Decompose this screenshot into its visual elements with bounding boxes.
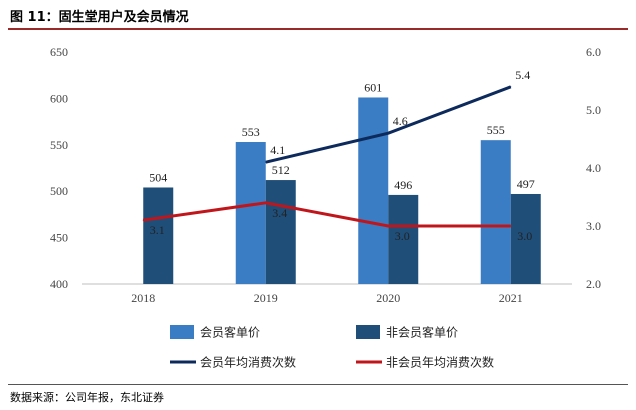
chart-svg: 400 450 500 550 600 650 2.0 3.0 4.0 5.0 6.0 2018 201… <box>50 45 601 370</box>
line-data-label: 3.4 <box>272 206 287 220</box>
x-tick-label: 2020 <box>376 291 400 305</box>
legend-label: 非会员客单价 <box>386 325 458 340</box>
bar-data-label: 497 <box>517 177 535 191</box>
bar <box>388 194 419 284</box>
bar-data-label: 496 <box>394 178 412 192</box>
legend-swatch <box>356 325 380 339</box>
y-tick-label-left: 500 <box>50 184 68 198</box>
legend-label: 会员客单价 <box>200 325 260 340</box>
line-point <box>510 225 512 227</box>
y-tick-label-right: 2.0 <box>586 277 601 291</box>
bar-data-label: 601 <box>364 80 382 94</box>
bar <box>510 193 541 284</box>
y-tick-label-right: 3.0 <box>586 219 601 233</box>
line-series <box>143 201 511 228</box>
line-point <box>265 161 267 163</box>
line-point <box>265 202 267 204</box>
x-tick-label: 2021 <box>499 291 523 305</box>
line-data-label: 4.6 <box>393 114 408 128</box>
y-tick-label-right: 5.0 <box>586 103 601 117</box>
bar <box>358 97 389 284</box>
x-tick-label: 2018 <box>131 291 155 305</box>
bar <box>143 187 174 284</box>
bar <box>480 140 511 284</box>
y-tick-label-left: 650 <box>50 45 68 59</box>
x-tick-label: 2019 <box>254 291 278 305</box>
lines-layer <box>142 85 512 228</box>
y-tick-label-left: 400 <box>50 277 68 291</box>
bars-layer <box>143 97 541 284</box>
source-rule <box>8 384 628 385</box>
legend-label: 会员年均消费次数 <box>200 355 296 370</box>
line-labels-layer: 4.1 4.6 5.4 3.1 3.4 3.0 3.0 <box>150 68 533 243</box>
y-tick-label-left: 550 <box>50 138 68 152</box>
line-data-label: 5.4 <box>515 68 530 82</box>
legend-swatch <box>170 325 194 339</box>
axes-layer: 400 450 500 550 600 650 2.0 3.0 4.0 5.0 6.0 2018 201… <box>50 45 601 305</box>
line-data-label: 3.0 <box>517 229 532 243</box>
line-point <box>387 225 389 227</box>
line-data-label: 4.1 <box>270 143 285 157</box>
bar-data-label: 553 <box>242 125 260 139</box>
figure-title: 图 11：固生堂用户及会员情况 <box>10 10 189 25</box>
y-tick-label-left: 450 <box>50 231 68 245</box>
line-point <box>142 219 144 221</box>
bar-data-label: 555 <box>487 123 505 137</box>
source-note: 数据来源：公司年报，东北证券 <box>10 391 164 404</box>
legend-label: 非会员年均消费次数 <box>386 355 494 370</box>
line-data-label: 3.0 <box>395 229 410 243</box>
y-tick-label-left: 600 <box>50 91 68 105</box>
line-point <box>387 132 389 134</box>
bar-data-label: 504 <box>149 170 167 184</box>
bar-data-label: 512 <box>272 163 290 177</box>
title-rule <box>8 28 628 30</box>
y-tick-label-right: 4.0 <box>586 161 601 175</box>
bar <box>235 142 266 284</box>
y-tick-label-right: 6.0 <box>586 45 601 59</box>
bar-labels-layer: 553 601 555 504 512 496 497 <box>149 80 535 191</box>
line-data-label: 3.1 <box>150 223 165 237</box>
bar <box>265 180 296 284</box>
line-point <box>510 86 512 88</box>
